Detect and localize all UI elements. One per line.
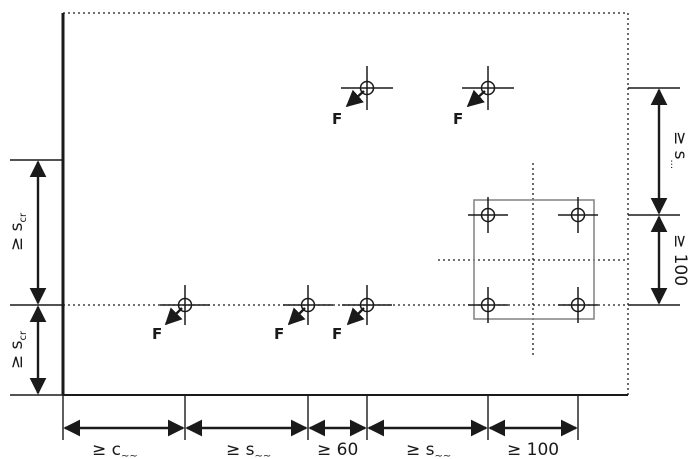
anchor-row-1 <box>160 285 210 325</box>
dim-label-bottom-5: ≥ 100 <box>507 440 559 459</box>
anchor-group-tl <box>468 197 508 233</box>
force-label: F <box>332 325 342 343</box>
concrete-member <box>61 12 629 396</box>
anchor-upper-1 <box>341 66 393 110</box>
force-arrow-5 <box>346 307 365 326</box>
dim-label-left-lower: ≥ scr <box>7 330 29 369</box>
dim-label-right-upper: ≥ s... <box>668 131 688 169</box>
anchors <box>160 66 598 325</box>
anchor-upper-2 <box>462 66 514 110</box>
dim-label-bottom-4: ≥ s~~ <box>406 440 451 459</box>
force-label: F <box>453 110 463 128</box>
force-label: F <box>152 325 162 343</box>
force-label: F <box>332 110 342 128</box>
force-arrow-2 <box>466 89 486 108</box>
dim-label-right-lower: ≥ 100 <box>670 234 688 286</box>
dim-label-bottom-3: ≥ 60 <box>317 440 358 459</box>
anchor-group-tr <box>558 197 598 233</box>
anchor-group-plate <box>473 199 595 320</box>
force-arrow-1 <box>345 89 365 108</box>
force-arrow-3 <box>164 307 183 326</box>
dim-label-left-upper: ≥ scr <box>7 212 29 251</box>
dimension-arrows <box>29 88 668 437</box>
force-arrow-4 <box>287 307 306 326</box>
dim-label-bottom-2: ≥ s~~ <box>226 440 271 459</box>
force-label: F <box>274 325 284 343</box>
anchor-group-bl <box>468 287 508 323</box>
dim-label-bottom-1: ≥ c~~ <box>92 440 138 459</box>
force-arrows <box>164 89 486 326</box>
anchor-row-3 <box>342 285 392 325</box>
anchor-row-2 <box>283 285 333 325</box>
extension-lines <box>10 87 680 440</box>
anchor-group-br <box>558 287 598 323</box>
